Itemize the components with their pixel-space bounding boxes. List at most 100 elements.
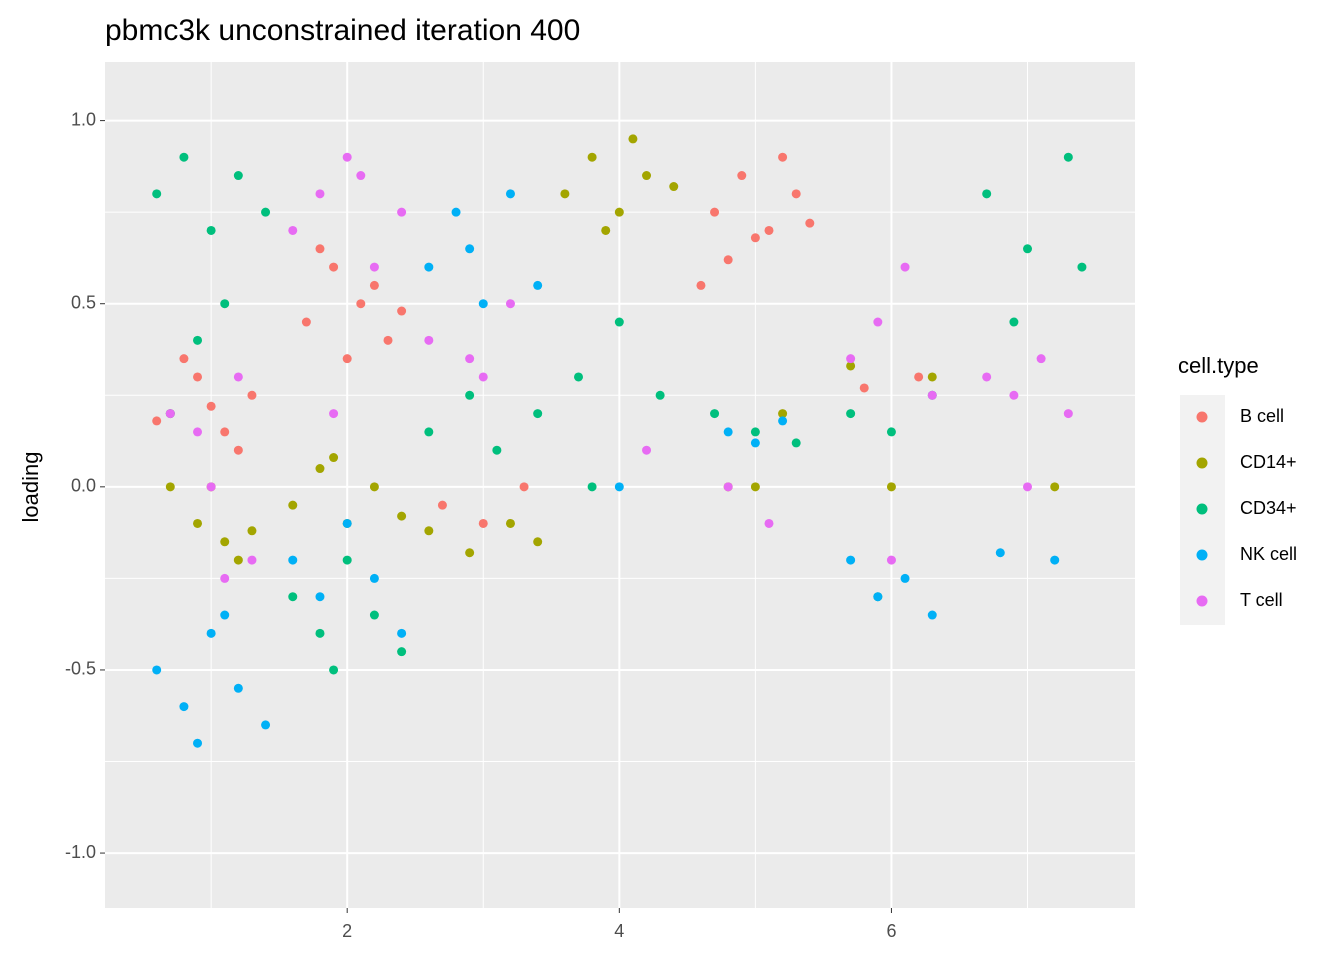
point — [587, 152, 597, 162]
point — [900, 573, 910, 583]
point — [261, 207, 271, 217]
point — [614, 317, 624, 327]
point — [750, 233, 760, 243]
point — [329, 262, 339, 272]
point — [220, 299, 230, 309]
point — [152, 665, 162, 675]
point — [1050, 555, 1060, 565]
legend-key — [1196, 503, 1208, 515]
x-tick-label: 2 — [342, 921, 352, 941]
point — [369, 262, 379, 272]
point — [478, 299, 488, 309]
y-tick-label: 1.0 — [71, 109, 96, 129]
point — [206, 401, 216, 411]
point — [846, 409, 856, 419]
point — [220, 610, 230, 620]
point — [927, 372, 937, 382]
point — [369, 280, 379, 290]
point — [995, 548, 1005, 558]
legend-key — [1196, 411, 1208, 423]
x-tick-label: 4 — [614, 921, 624, 941]
point — [165, 409, 175, 419]
point — [750, 438, 760, 448]
point — [397, 511, 407, 521]
point — [179, 354, 189, 364]
point — [233, 372, 243, 382]
legend-label: NK cell — [1240, 544, 1297, 564]
point — [356, 171, 366, 181]
point — [778, 152, 788, 162]
point — [628, 134, 638, 144]
point — [465, 390, 475, 400]
legend-label: B cell — [1240, 406, 1284, 426]
point — [193, 518, 203, 528]
point — [233, 555, 243, 565]
point — [614, 207, 624, 217]
point — [220, 427, 230, 437]
point — [505, 189, 515, 199]
point — [560, 189, 570, 199]
point — [710, 409, 720, 419]
legend-title: cell.type — [1178, 353, 1259, 378]
legend-label: CD34+ — [1240, 498, 1297, 518]
point — [1023, 482, 1033, 492]
point — [383, 335, 393, 345]
point — [723, 255, 733, 265]
point — [342, 518, 352, 528]
point — [601, 225, 611, 235]
point — [642, 171, 652, 181]
point — [927, 390, 937, 400]
point — [465, 244, 475, 254]
point — [723, 427, 733, 437]
point — [152, 189, 162, 199]
point — [478, 372, 488, 382]
point — [914, 372, 924, 382]
point — [533, 537, 543, 547]
point — [193, 427, 203, 437]
point — [247, 555, 257, 565]
point — [1009, 317, 1019, 327]
point — [710, 207, 720, 217]
point — [533, 280, 543, 290]
point — [193, 372, 203, 382]
point — [1063, 152, 1073, 162]
point — [424, 262, 434, 272]
point — [369, 610, 379, 620]
point — [288, 555, 298, 565]
point — [669, 182, 679, 192]
point — [315, 244, 325, 254]
point — [369, 573, 379, 583]
point — [791, 438, 801, 448]
point — [519, 482, 529, 492]
point — [505, 518, 515, 528]
point — [505, 299, 515, 309]
point — [492, 445, 502, 455]
y-axis-label: loading — [18, 452, 43, 523]
legend-label: T cell — [1240, 590, 1283, 610]
point — [927, 610, 937, 620]
point — [356, 299, 366, 309]
point — [465, 354, 475, 364]
point — [723, 482, 733, 492]
point — [655, 390, 665, 400]
point — [247, 390, 257, 400]
point — [424, 526, 434, 536]
legend-label: CD14+ — [1240, 452, 1297, 472]
point — [805, 218, 815, 228]
point — [764, 225, 774, 235]
point — [886, 427, 896, 437]
point — [1009, 390, 1019, 400]
point — [206, 628, 216, 638]
point — [478, 518, 488, 528]
y-tick-label: -0.5 — [65, 659, 96, 679]
point — [982, 372, 992, 382]
point — [220, 537, 230, 547]
point — [342, 354, 352, 364]
point — [533, 409, 543, 419]
point — [329, 453, 339, 463]
point — [193, 335, 203, 345]
legend-key — [1196, 457, 1208, 469]
point — [614, 482, 624, 492]
point — [233, 683, 243, 693]
